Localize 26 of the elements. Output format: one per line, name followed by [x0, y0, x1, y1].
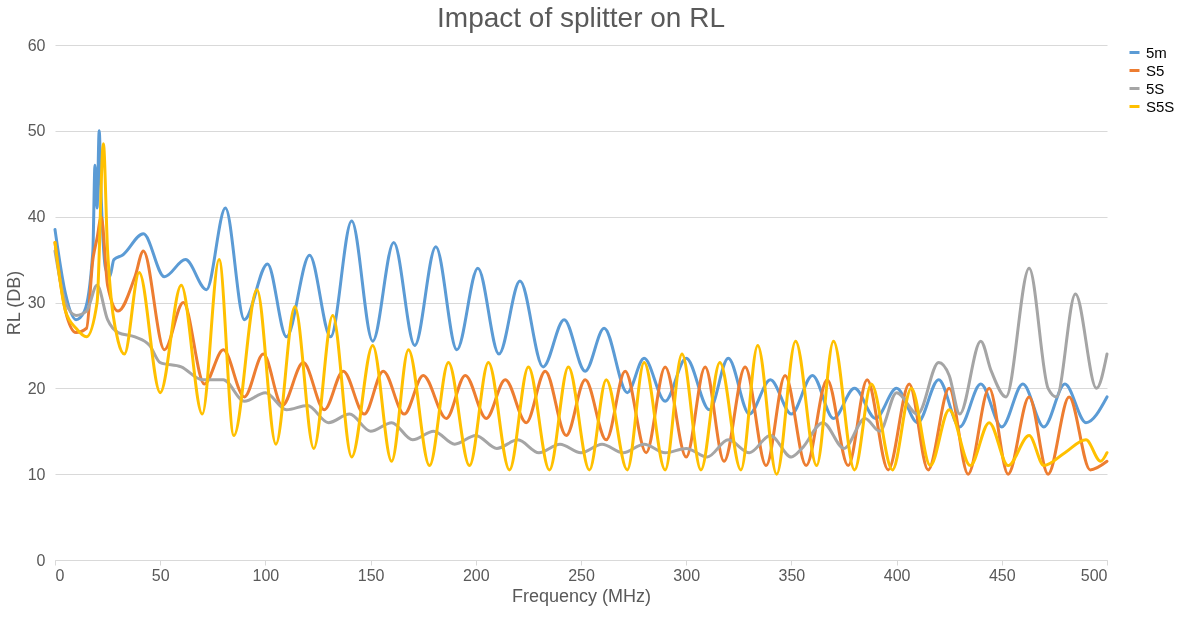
x-tick-label: 500: [1080, 566, 1108, 584]
line-series: [53, 142, 1109, 476]
legend-label: 5S: [1146, 79, 1165, 97]
x-tick-label: 300: [673, 566, 701, 584]
x-tick-label: 400: [883, 566, 911, 584]
x-tick-label: 150: [357, 566, 385, 584]
y-axis-title: RL (DB): [3, 270, 24, 336]
y-tick-label: 0: [36, 551, 46, 569]
x-tick-label: 100: [252, 566, 280, 584]
legend-label: 5m: [1146, 43, 1167, 61]
x-tick-label: 0: [55, 566, 65, 584]
y-tick-label: 10: [27, 465, 46, 483]
y-tick-label: 50: [27, 122, 46, 140]
chart-title: Impact of splitter on RL: [437, 2, 725, 33]
x-axis-title: Frequency (MHz): [511, 585, 652, 606]
x-tick-label: 450: [988, 566, 1016, 584]
x-tick-label: 350: [778, 566, 806, 584]
x-tick-label: 200: [462, 566, 490, 584]
x-tick-label: 50: [151, 566, 170, 584]
y-tick-label: 20: [27, 379, 46, 397]
legend-label: S5: [1146, 61, 1165, 79]
y-tick-label: 40: [27, 208, 46, 226]
x-tick-label: 250: [568, 566, 595, 584]
y-tick-label: 30: [27, 294, 46, 311]
y-tick-label: 60: [27, 36, 46, 54]
legend-label: S5S: [1146, 97, 1175, 115]
